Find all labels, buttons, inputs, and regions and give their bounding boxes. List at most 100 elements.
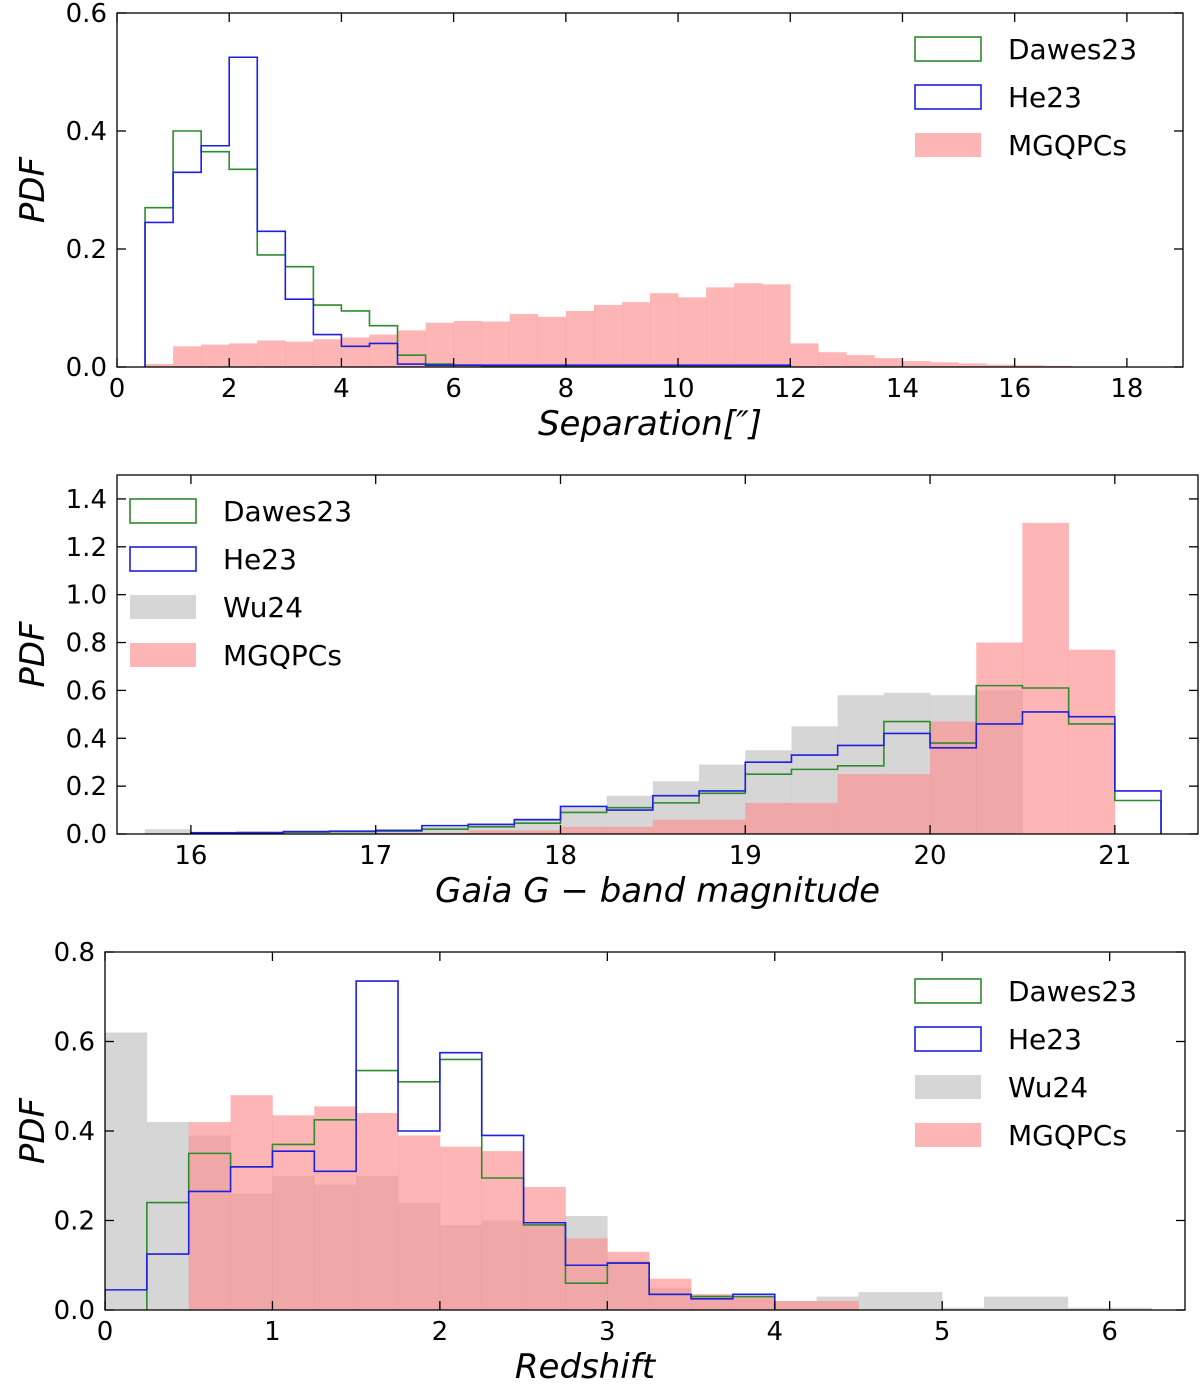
y-axis-label: PDF [13,156,53,223]
legend-label-mgqpcs: MGQPCs [1008,129,1127,162]
y-tick-label: 0.4 [66,724,107,754]
bar-mgqpcs-8 [523,1186,566,1310]
bar-wu24-21 [984,1296,1027,1310]
axes-frame [116,12,1184,368]
bar-mgqpcs-14 [537,316,567,367]
x-tick-label: 2 [432,1317,449,1347]
axes: 0 1 2 3 4 5 6 0.0 0.2 0.4 0.6 0.8 [54,938,1185,1347]
x-tick-label: 16 [998,374,1031,404]
y-tick-label: 0.2 [66,772,107,802]
bar-mgqpcs-7 [341,337,370,367]
bar-mgqpcs-28 [930,362,959,367]
axes-frame [116,474,1199,835]
bar-wu24-8 [514,818,561,834]
plot-area [144,56,1072,367]
bar-mgqpcs-15 [565,310,595,367]
series-he23 [144,56,792,367]
bar-wu24-0 [105,1032,148,1310]
y-tick-label: 0.2 [54,1207,95,1237]
bar-mgqpcs-9 [565,1238,608,1310]
bar-wu24-20 [942,1307,985,1310]
bar-mgqpcs-14 [774,1301,817,1310]
plot-area [144,522,1162,834]
bar-mgqpcs-1 [230,1095,273,1310]
bar-mgqpcs-1 [173,346,202,367]
legend-swatch-dawes23 [914,978,982,1004]
y-tick-label: 1.2 [66,533,107,563]
chart-panel-1: 0 2 4 6 8 10 12 14 16 18 0.0 0.2 0.4 0.6 Separation[″]… [13,0,1184,444]
x-tick-label: 20 [914,841,947,871]
x-axis-label: Separation[″] [538,404,762,444]
legend-label-wu24: Wu24 [1008,1071,1088,1104]
chart-panel-2: 16 17 18 19 20 21 0.0 0.2 0.4 0.6 0.8 1.0 1.2 1.4 Gaia… [13,474,1199,911]
bar-wu24-0 [144,829,192,834]
bar-mgqpcs-0 [145,364,174,367]
bar-mgqpcs-3 [229,343,258,367]
bar-mgqpcs-1 [468,830,561,834]
y-tick-label: 0.0 [54,1296,95,1326]
x-tick-label: 5 [934,1317,951,1347]
x-tick-label: 18 [1110,374,1143,404]
legend: Dawes23 He23 MGQPCs [914,33,1137,162]
legend: Dawes23 He23 Wu24 MGQPCs [129,495,352,672]
y-tick-label: 0.4 [66,117,107,147]
bar-mgqpcs-0 [188,1122,231,1310]
x-tick-label: 19 [729,841,762,871]
bar-mgqpcs-3 [652,819,746,834]
legend-label-wu24: Wu24 [223,591,303,624]
bar-mgqpcs-22 [762,284,791,367]
bar-mgqpcs-10 [425,322,454,367]
bar-mgqpcs-4 [745,802,838,834]
bar-mgqpcs-11 [453,320,482,367]
series-he23 [190,711,1162,834]
step-line-he23 [105,980,776,1310]
legend-label-he23: He23 [1008,81,1082,114]
x-tick-label: 14 [886,374,919,404]
x-tick-label: 4 [766,1317,783,1347]
bar-mgqpcs-29 [958,363,987,367]
legend-swatch-mgqpcs [915,133,981,157]
bar-mgqpcs-8 [369,334,398,367]
bar-mgqpcs-15 [816,1301,859,1310]
bar-mgqpcs-2 [272,1115,315,1310]
legend-label-mgqpcs: MGQPCs [1008,1119,1127,1152]
bar-wu24-24 [1109,1307,1152,1310]
y-tick-label: 0.8 [66,629,107,659]
x-tick-label: 8 [558,374,575,404]
bar-mgqpcs-9 [1068,649,1116,834]
x-axis-label: Gaia G − band magnitude [435,871,880,911]
bar-wu24-23 [1067,1307,1110,1310]
legend: Dawes23 He23 Wu24 MGQPCs [914,975,1137,1152]
step-line-he23 [144,56,792,367]
bar-mgqpcs-5 [398,1135,441,1310]
chart-panel-3: 0 1 2 3 4 5 6 0.0 0.2 0.4 0.6 0.8 Redshift PDF Dawes23… [13,938,1186,1387]
x-tick-label: 18 [544,841,577,871]
y-axis-label: PDF [13,1097,53,1164]
legend-swatch-mgqpcs [130,643,196,667]
series-mgqpcs [375,522,1116,834]
legend-swatch-wu24 [130,595,196,619]
bar-mgqpcs-31 [1014,365,1044,367]
bar-mgqpcs-18 [650,293,679,367]
legend-label-mgqpcs: MGQPCs [223,639,342,672]
legend-label-he23: He23 [1008,1023,1082,1056]
x-tick-label: 6 [445,374,462,404]
bar-mgqpcs-21 [734,283,763,367]
x-tick-label: 12 [774,374,807,404]
bar-mgqpcs-16 [593,305,623,367]
y-tick-label: 1.4 [66,485,107,515]
bar-mgqpcs-6 [313,339,342,367]
y-axis-label: PDF [13,621,53,688]
y-tick-label: 0.0 [66,820,107,850]
legend-label-dawes23: Dawes23 [1008,975,1137,1008]
bar-wu24-19 [900,1292,943,1310]
bar-mgqpcs-3 [314,1106,357,1310]
step-line-he23 [190,711,1162,834]
series-he23 [105,980,776,1310]
bar-mgqpcs-4 [356,1113,399,1310]
legend-swatch-mgqpcs [915,1123,981,1147]
y-tick-label: 0.2 [66,235,107,265]
bar-mgqpcs-2 [560,826,654,834]
